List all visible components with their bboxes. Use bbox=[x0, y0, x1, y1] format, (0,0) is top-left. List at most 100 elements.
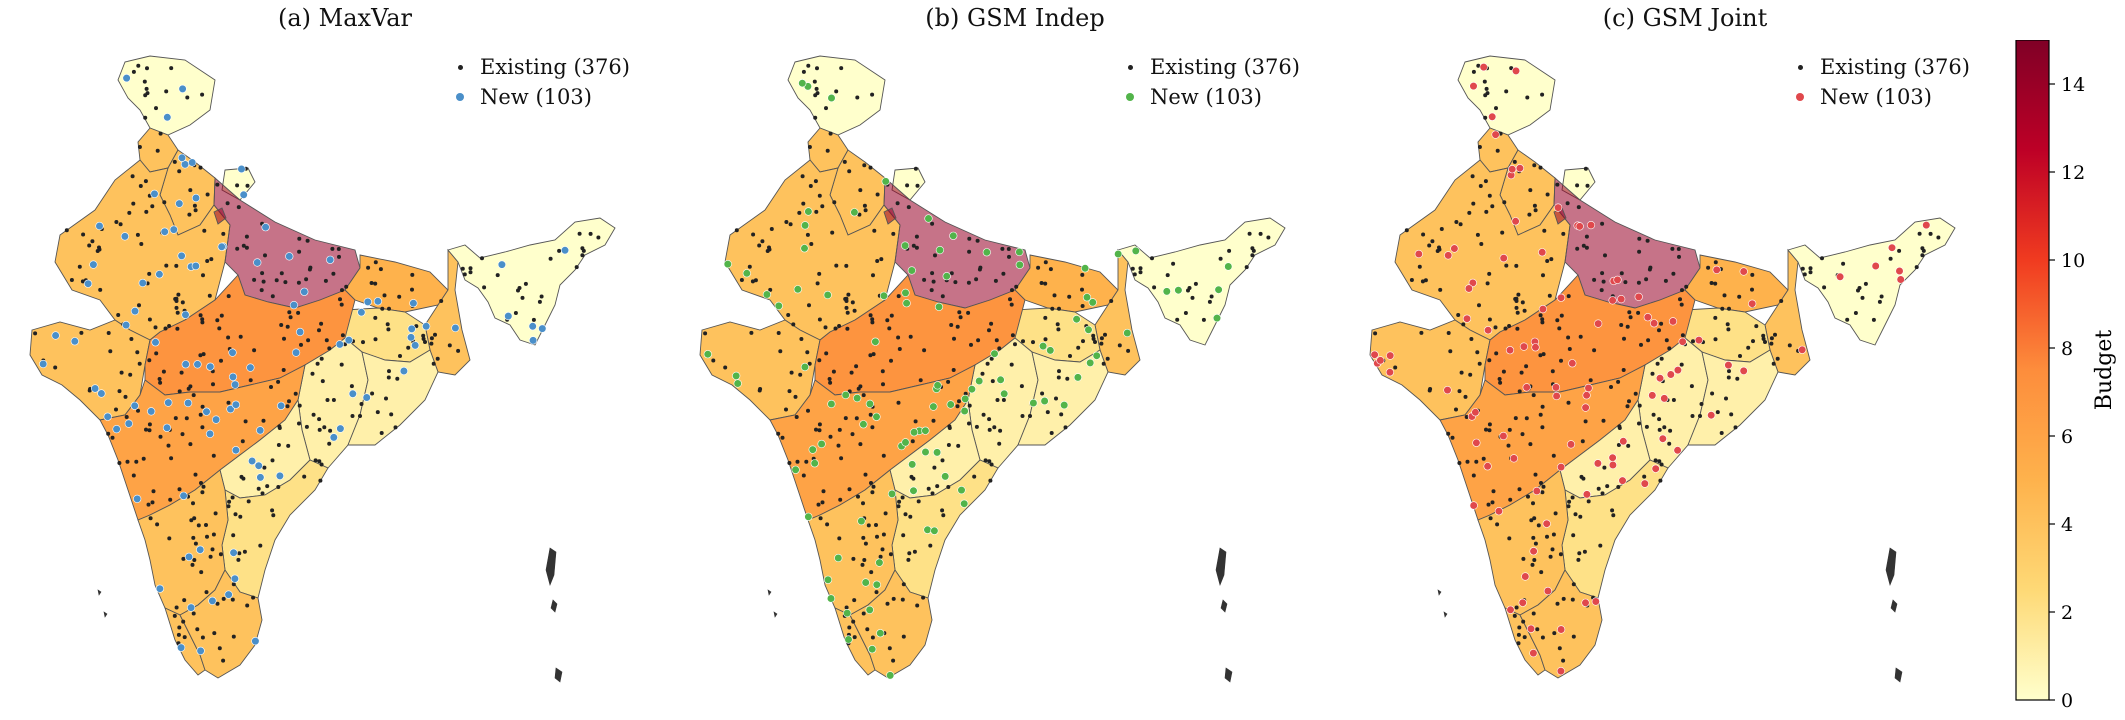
existing-station-marker bbox=[825, 522, 830, 527]
existing-station-marker bbox=[946, 485, 951, 489]
existing-station-marker bbox=[1680, 288, 1684, 293]
existing-station-marker bbox=[757, 243, 762, 248]
existing-station-marker bbox=[1800, 266, 1805, 271]
new-station-marker bbox=[226, 405, 235, 414]
existing-station-marker bbox=[1541, 484, 1546, 489]
existing-station-marker bbox=[1009, 362, 1014, 367]
existing-station-marker bbox=[1420, 279, 1425, 284]
new-station-marker bbox=[191, 193, 201, 203]
existing-station-marker bbox=[794, 415, 799, 419]
existing-station-marker bbox=[1570, 597, 1575, 602]
new-station-marker bbox=[1531, 343, 1540, 352]
existing-station-marker bbox=[577, 231, 582, 236]
existing-station-marker bbox=[269, 385, 273, 389]
new-station-marker bbox=[300, 287, 309, 296]
existing-station-marker bbox=[1536, 523, 1541, 528]
new-station-marker bbox=[823, 290, 832, 300]
existing-station-marker bbox=[1655, 361, 1660, 366]
existing-station-marker bbox=[287, 310, 292, 315]
existing-station-marker bbox=[182, 598, 187, 603]
existing-station-marker bbox=[1409, 278, 1414, 282]
new-station-marker bbox=[1591, 597, 1600, 606]
existing-station-marker bbox=[784, 407, 788, 412]
existing-station-marker bbox=[246, 499, 251, 504]
existing-station-marker bbox=[854, 364, 859, 369]
existing-station-marker bbox=[1109, 299, 1114, 303]
new-station-marker bbox=[254, 461, 263, 470]
existing-station-marker bbox=[1879, 294, 1884, 299]
existing-station-marker bbox=[861, 611, 866, 616]
existing-station-marker bbox=[836, 443, 841, 448]
state-region bbox=[447, 217, 616, 346]
existing-station-marker bbox=[1555, 601, 1560, 606]
existing-station-marker bbox=[1421, 232, 1426, 237]
existing-station-marker bbox=[776, 431, 781, 436]
existing-station-marker bbox=[1527, 212, 1532, 217]
new-station-marker bbox=[70, 337, 79, 346]
existing-station-marker bbox=[849, 370, 854, 375]
existing-station-marker bbox=[1067, 294, 1072, 299]
existing-station-marker bbox=[213, 511, 218, 516]
existing-station-marker bbox=[977, 267, 982, 272]
existing-station-marker bbox=[1250, 253, 1255, 258]
existing-station-marker bbox=[768, 287, 773, 292]
new-station-marker bbox=[1581, 598, 1590, 607]
existing-station-marker bbox=[1746, 345, 1751, 350]
state-region bbox=[1094, 248, 1141, 376]
existing-station-marker bbox=[976, 338, 981, 343]
existing-station-marker bbox=[1627, 310, 1632, 315]
existing-stations bbox=[1373, 63, 1941, 663]
existing-station-marker bbox=[930, 271, 935, 276]
existing-station-marker bbox=[1514, 305, 1519, 310]
existing-station-marker bbox=[282, 336, 286, 341]
state-region bbox=[1687, 349, 1779, 446]
existing-station-marker bbox=[1049, 431, 1054, 435]
existing-station-marker bbox=[1750, 272, 1755, 277]
existing-station-marker bbox=[1065, 376, 1070, 381]
existing-station-marker bbox=[148, 516, 153, 521]
existing-station-marker bbox=[1470, 174, 1475, 179]
existing-station-marker bbox=[891, 231, 896, 236]
existing-station-marker bbox=[97, 247, 102, 252]
existing-station-marker bbox=[211, 532, 216, 537]
new-station-marker bbox=[1174, 286, 1183, 295]
new-station-marker bbox=[929, 402, 938, 411]
existing-station-marker bbox=[270, 294, 275, 299]
existing-station-marker bbox=[887, 326, 892, 331]
existing-station-marker bbox=[879, 257, 884, 262]
new-station-marker bbox=[407, 324, 416, 334]
existing-station-marker bbox=[1043, 337, 1048, 342]
panel-gsm-indep: (b) GSM Indep Existing (376) New (103) bbox=[670, 0, 1360, 720]
new-station-marker bbox=[130, 307, 140, 316]
existing-station-marker bbox=[210, 547, 215, 552]
existing-station-marker bbox=[1581, 476, 1586, 481]
new-station-marker bbox=[865, 399, 874, 409]
existing-station-marker bbox=[1820, 256, 1824, 261]
existing-station-marker bbox=[940, 294, 945, 299]
existing-station-marker bbox=[1000, 246, 1005, 251]
existing-station-marker bbox=[1540, 317, 1545, 322]
existing-station-marker bbox=[397, 294, 402, 299]
existing-station-marker bbox=[340, 333, 345, 338]
existing-station-marker bbox=[1019, 384, 1024, 389]
existing-station-marker bbox=[881, 532, 886, 537]
existing-station-marker bbox=[256, 486, 261, 491]
existing-station-marker bbox=[1646, 338, 1651, 343]
new-station-marker bbox=[1484, 326, 1493, 335]
existing-station-marker bbox=[1514, 296, 1519, 301]
existing-station-marker bbox=[1619, 271, 1624, 276]
existing-station-marker bbox=[410, 287, 414, 292]
new-station-marker bbox=[1651, 464, 1660, 473]
new-station-marker bbox=[180, 160, 190, 169]
existing-station-marker bbox=[1670, 246, 1675, 251]
existing-station-marker bbox=[208, 554, 213, 559]
existing-station-marker bbox=[1616, 379, 1621, 384]
new-station-marker bbox=[1370, 350, 1379, 359]
existing-station-marker bbox=[137, 361, 142, 366]
new-station-marker bbox=[205, 429, 215, 439]
existing-station-marker bbox=[167, 324, 172, 328]
new-station-marker bbox=[1162, 287, 1171, 296]
new-station-marker bbox=[95, 221, 104, 231]
existing-station-marker bbox=[862, 558, 867, 562]
existing-station-marker bbox=[1516, 641, 1521, 646]
